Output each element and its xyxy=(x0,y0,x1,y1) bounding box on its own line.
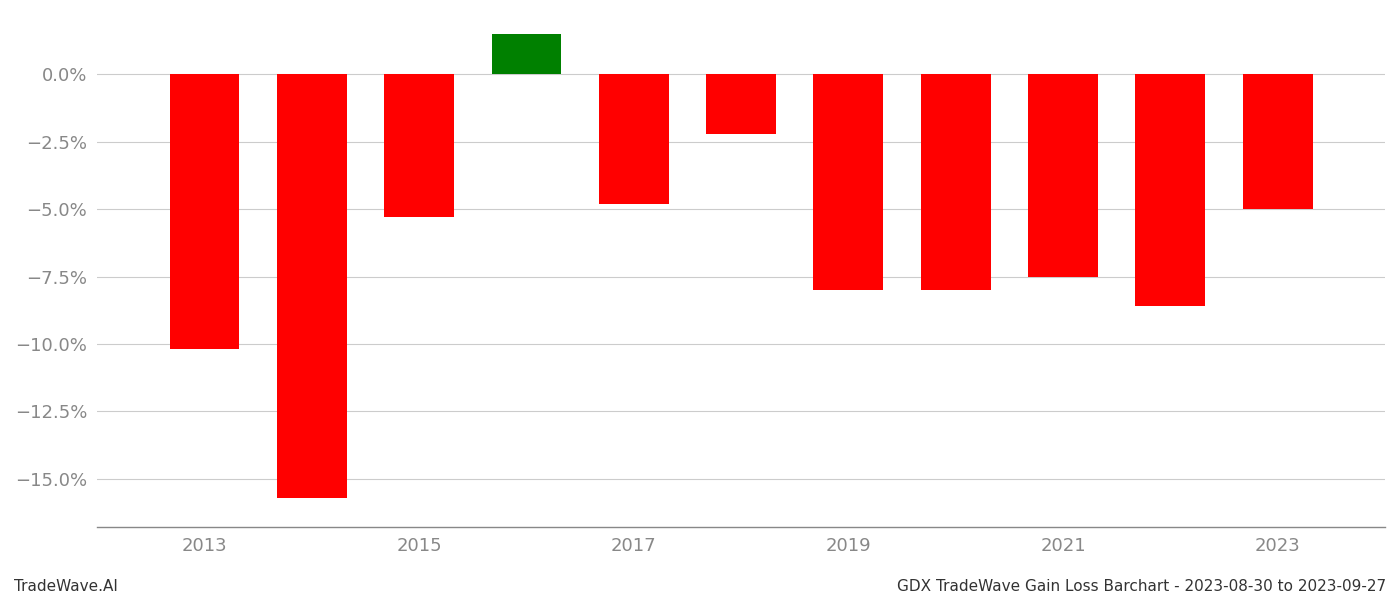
Bar xyxy=(277,74,347,497)
Bar xyxy=(1243,74,1313,209)
Bar xyxy=(1135,74,1205,306)
Bar xyxy=(599,74,669,204)
Bar xyxy=(813,74,883,290)
Bar xyxy=(169,74,239,349)
Bar xyxy=(921,74,991,290)
Bar xyxy=(491,34,561,74)
Bar xyxy=(1028,74,1098,277)
Bar xyxy=(384,74,454,217)
Bar xyxy=(706,74,776,134)
Text: TradeWave.AI: TradeWave.AI xyxy=(14,579,118,594)
Text: GDX TradeWave Gain Loss Barchart - 2023-08-30 to 2023-09-27: GDX TradeWave Gain Loss Barchart - 2023-… xyxy=(897,579,1386,594)
